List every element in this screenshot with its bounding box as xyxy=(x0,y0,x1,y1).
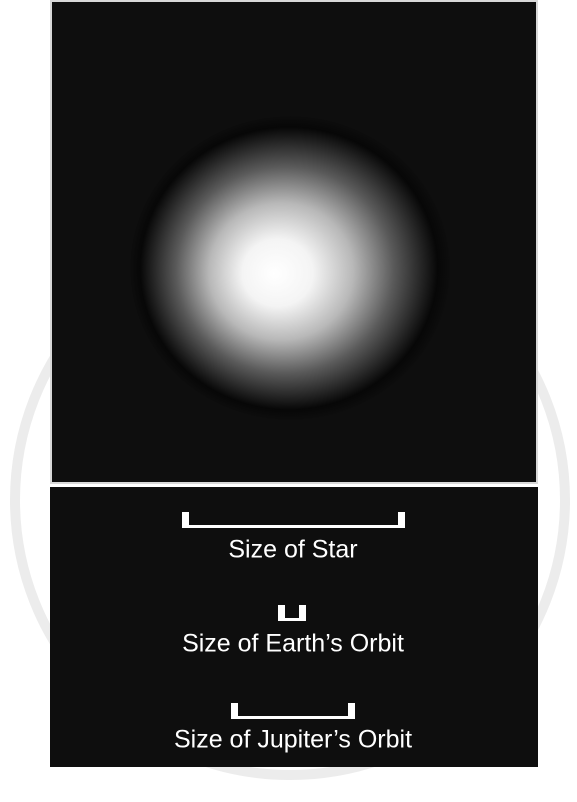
scale-label: Size of Earth’s Orbit xyxy=(182,630,404,658)
scale-label: Size of Jupiter’s Orbit xyxy=(174,726,412,754)
figure: Size of Star Size of Earth’s Orbit Size … xyxy=(0,0,577,802)
page: Size of Star Size of Earth’s Orbit Size … xyxy=(0,0,577,802)
scale-label: Size of Star xyxy=(228,536,357,564)
star-disk xyxy=(130,116,450,420)
